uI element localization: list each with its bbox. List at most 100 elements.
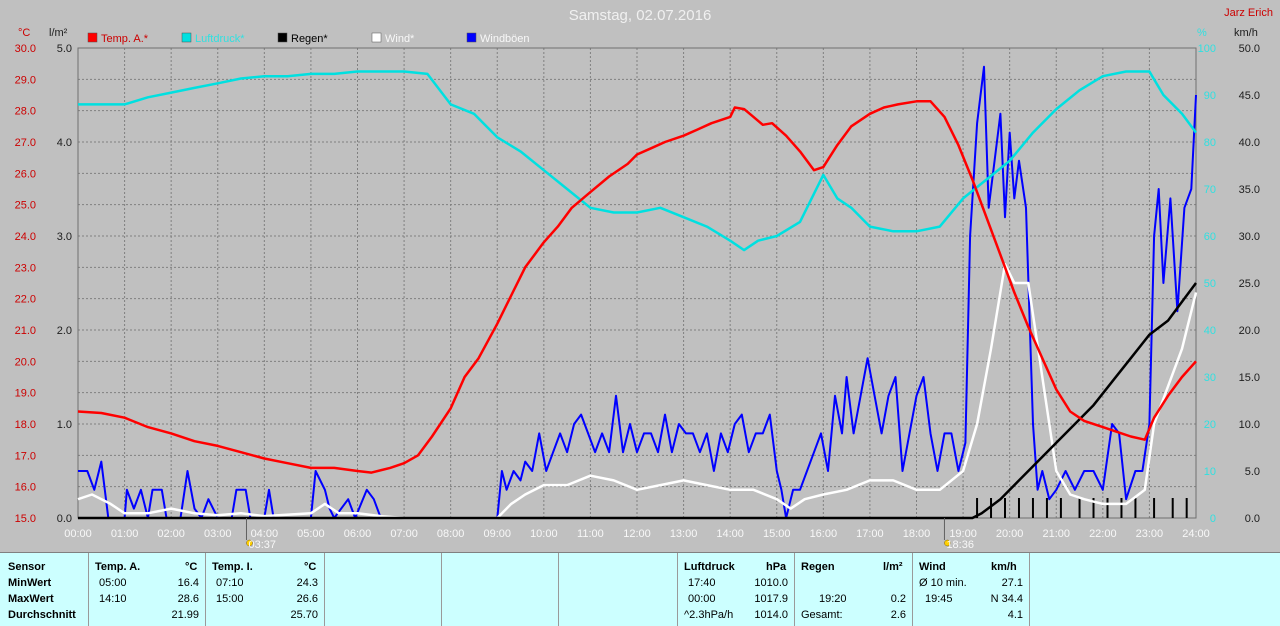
pressure-avg: 1014.0 [754,609,788,621]
x-tick-label: 10:00 [530,528,558,540]
pressure-tick-label: 30 [1204,372,1216,384]
x-tick-label: 16:00 [810,528,838,540]
pressure-max-val: 1017.9 [754,593,788,605]
temp-i-max-val: 26.6 [296,593,318,605]
x-tick-label: 14:00 [716,528,744,540]
wind-tick-label: 30.0 [1239,231,1260,243]
rain-line [78,282,1198,520]
sunrise-marker-time: 03:37 [248,539,276,551]
temp-tick-label: 23.0 [15,262,36,274]
x-tick-label: 04:00 [251,528,279,540]
temp-a-max-time: 14:10 [99,593,127,605]
temp-tick-label: 21.0 [15,325,36,337]
x-tick-label: 12:00 [623,528,651,540]
pressure-tick-label: 90 [1204,90,1216,102]
wind-header: Wind [919,561,946,573]
temp-tick-label: 16.0 [15,482,36,494]
pressure-section: Luftdruck hPa 17:40 1010.0 00:00 1017.9 … [678,553,795,626]
temp-tick-label: 30.0 [15,43,36,55]
series-group [77,65,1198,520]
x-tick-label: 06:00 [344,528,372,540]
x-tick-label: 21:00 [1042,528,1070,540]
empty-section-2 [442,553,559,626]
wind-avg10-label: Ø 10 min. [919,577,967,589]
temp-a-min-time: 05:00 [99,577,127,589]
rain-max-val: 0.2 [890,593,906,605]
temp-tick-label: 25.0 [15,200,36,212]
pressure-min-val: 1010.0 [754,577,788,589]
temp-a-header: Temp. A. [95,561,141,573]
x-tick-label: 18:00 [903,528,931,540]
rain-max-time: 19:20 [819,593,847,605]
legend-swatch [87,32,98,43]
wind-tick-label: 25.0 [1239,278,1260,290]
temp-tick-label: 28.0 [15,106,36,118]
rain-tick-label: 3.0 [57,231,72,243]
wind-tick-label: 5.0 [1245,466,1260,478]
pressure-tick-label: 10 [1204,466,1216,478]
pressure-tick-label: 60 [1204,231,1216,243]
wind-tick-label: 0.0 [1245,513,1260,525]
x-tick-label: 11:00 [577,528,604,540]
temp-a-avg: 21.99 [171,609,199,621]
legend-label: Windböen [480,33,530,45]
x-tick-label: 09:00 [483,528,511,540]
gust-line [78,65,1197,519]
row-label-max: MaxWert [8,593,54,605]
temp-tick-label: 18.0 [15,419,36,431]
x-tick-label: 19:00 [949,528,977,540]
rain-tick-label: 1.0 [57,419,72,431]
pressure-tick-label: 100 [1198,43,1216,55]
pressure-tick-label: 70 [1204,184,1216,196]
rain-unit: l/m² [883,561,903,573]
sunrise-marker-icon [246,539,253,547]
legend-swatch [181,32,192,43]
temp-a-section: Temp. A. °C 05:00 16.4 14:10 28.6 21.99 [89,553,206,626]
pressure-trend: ^2.3hPa/h [684,609,734,621]
x-tick-label: 22:00 [1089,528,1117,540]
pressure-min-time: 17:40 [688,577,716,589]
wind-tick-label: 35.0 [1239,184,1260,196]
wind-unit: km/h [991,561,1017,573]
temp-tick-label: 22.0 [15,294,36,306]
temp-tick-label: 24.0 [15,231,36,243]
rain-header: Regen [801,561,835,573]
sensor-header: Sensor [8,561,46,573]
wind-max-val: N 34.4 [990,593,1023,605]
wind-avg: 4.1 [1007,609,1023,621]
x-tick-label: 03:00 [204,528,232,540]
x-tick-label: 17:00 [856,528,884,540]
pressure-line [78,70,1198,252]
wind-tick-label: 50.0 [1239,43,1260,55]
sun-markers: 03:37 18:36 [245,518,974,551]
x-tick-label: 24:00 [1182,528,1210,540]
temp-tick-label: 27.0 [15,137,36,149]
x-tick-label: 15:00 [763,528,791,540]
temp-i-min-val: 24.3 [296,577,318,589]
temp-tick-label: 20.0 [15,356,36,368]
pressure-unit-label: % [1197,27,1207,39]
temp-i-avg: 25.70 [290,609,318,621]
temp-tick-label: 29.0 [15,74,36,86]
chart-background [0,0,1280,552]
pressure-unit: hPa [766,561,787,573]
rain-tick-label: 4.0 [57,137,72,149]
x-tick-label: 02:00 [157,528,185,540]
legend: Temp. A.* Luftdruck* Regen* Wind* Windböen [87,32,530,45]
temp-i-header: Temp. I. [212,561,253,573]
temp-a-unit: °C [185,561,198,573]
empty-section-3 [559,553,678,626]
pressure-header: Luftdruck [684,561,735,573]
temp-tick-label: 19.0 [15,388,36,400]
legend-label: Wind* [385,33,415,45]
legend-swatch [371,32,382,43]
pressure-tick-label: 40 [1204,325,1216,337]
empty-section-1 [325,553,442,626]
wind-line [77,262,1198,520]
x-tick-label: 05:00 [297,528,325,540]
rain-unit-label: l/m² [49,27,68,39]
pressure-tick-label: 20 [1204,419,1216,431]
row-label-avg: Durchschnitt [8,609,76,621]
wind-tick-label: 20.0 [1239,325,1260,337]
x-tick-label: 01:00 [111,528,139,540]
